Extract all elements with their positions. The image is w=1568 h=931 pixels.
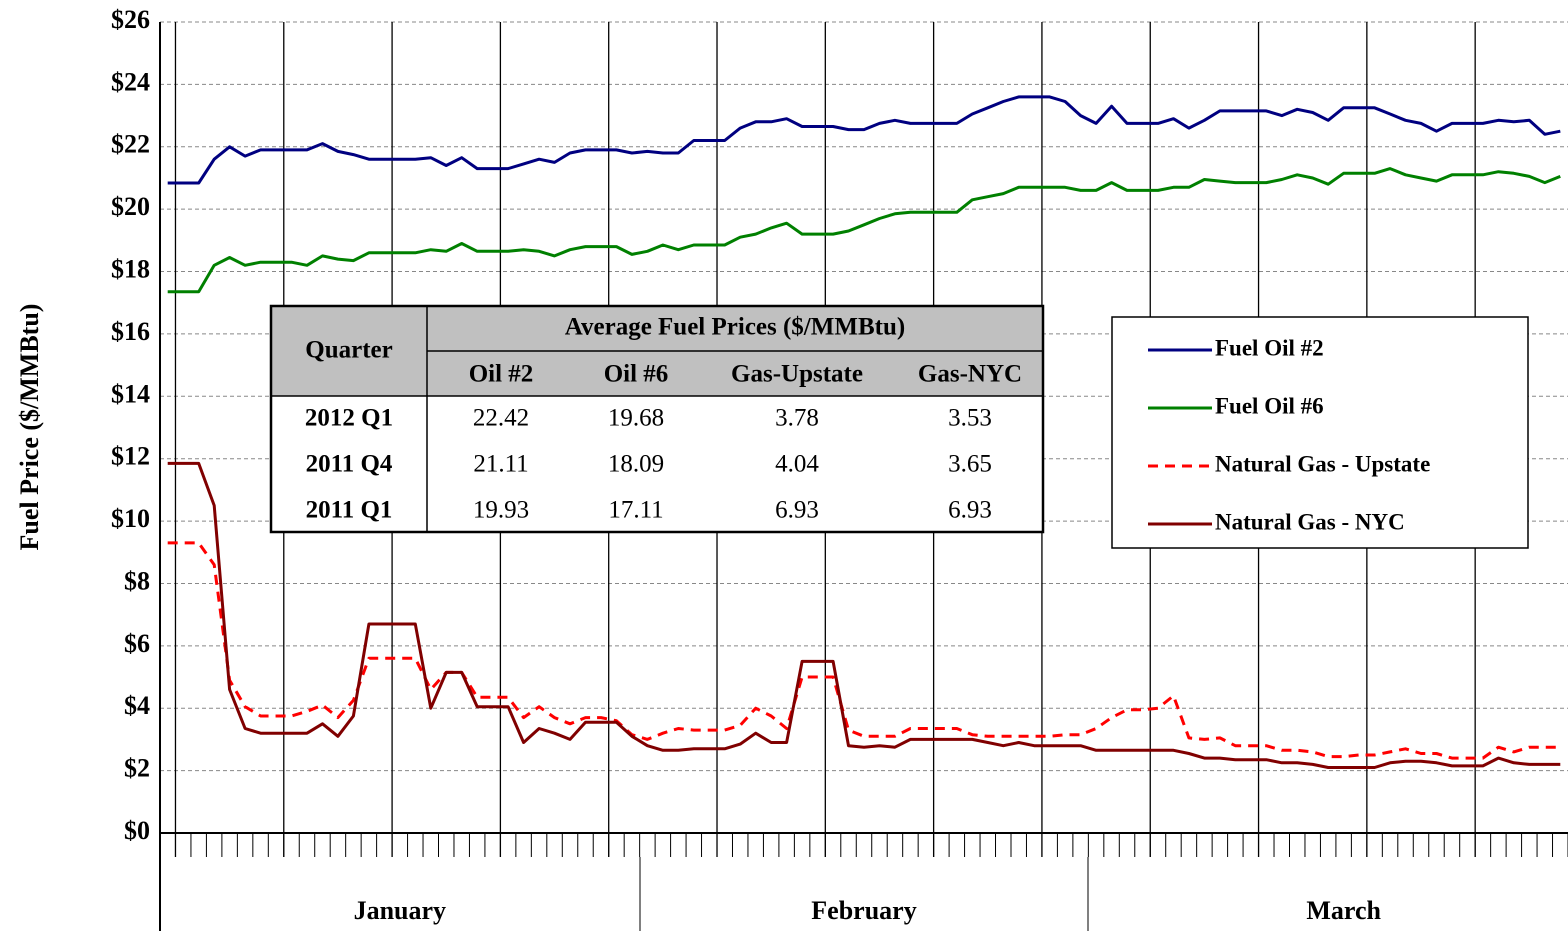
plot: [167, 95, 1561, 769]
legend-box: [1111, 316, 1529, 549]
legend-label: Fuel Oil #6: [1215, 393, 1324, 418]
y-tick-label: $4: [124, 691, 150, 720]
series-line: [167, 541, 1561, 760]
table-cell: 6.93: [948, 497, 992, 524]
y-tick-label: $20: [111, 192, 150, 221]
legend: Fuel Oil #2 Fuel Oil #6 Natural Gas - Upst…: [1111, 316, 1529, 549]
y-tick-label: $0: [124, 816, 150, 845]
table-cell: 3.65: [948, 451, 992, 478]
x-tick-label: February: [811, 896, 916, 925]
y-tick-label: $22: [111, 130, 150, 159]
series-line: [167, 95, 1561, 185]
table-column-header: Oil #6: [604, 361, 669, 388]
table-group-header: Average Fuel Prices ($/MMBtu): [565, 314, 905, 341]
y-tick-label: $2: [124, 754, 150, 783]
summary-table: Quarter Average Fuel Prices ($/MMBtu) Oil …: [269, 304, 1045, 534]
y-tick-label: $16: [111, 317, 150, 346]
y-tick-label: $8: [124, 566, 150, 595]
table-row-header: 2012 Q1: [305, 405, 393, 432]
y-tick-label: $24: [111, 67, 150, 96]
y-tick-label: $10: [111, 504, 150, 533]
table-cell: 17.11: [608, 497, 663, 524]
table-cell: 21.11: [473, 451, 528, 478]
table-cell: 3.78: [775, 405, 819, 432]
table-border: [269, 304, 1045, 534]
table-cell: 3.53: [948, 405, 992, 432]
y-axis-title: Fuel Price ($/MMBtu): [15, 304, 44, 551]
x-tick-label: January: [354, 896, 446, 925]
table-cell: 4.04: [775, 451, 819, 478]
y-tick-label: $6: [124, 629, 150, 658]
table-row-header: 2011 Q4: [306, 451, 393, 478]
y-tick-label: $18: [111, 255, 150, 284]
y-tick-label: $26: [111, 5, 150, 34]
table-row-header: 2011 Q1: [306, 497, 393, 524]
legend-label: Natural Gas - NYC: [1215, 509, 1405, 534]
table-column-header: Oil #2: [469, 361, 534, 388]
table-cell: 19.68: [608, 405, 664, 432]
legend-label: Natural Gas - Upstate: [1215, 451, 1430, 476]
table-header: Quarter: [305, 337, 392, 364]
table-cell: 19.93: [473, 497, 529, 524]
table-cell: 6.93: [775, 497, 819, 524]
y-tick-label: $14: [111, 379, 150, 408]
series-line: [167, 167, 1561, 294]
table-cell: 18.09: [608, 451, 664, 478]
legend-label: Fuel Oil #2: [1215, 335, 1324, 360]
table-cell: 22.42: [473, 405, 529, 432]
series-line: [167, 461, 1561, 769]
table-column-header: Gas-NYC: [918, 361, 1022, 388]
table-column-header: Gas-Upstate: [731, 361, 863, 388]
x-tick-label: March: [1306, 896, 1381, 925]
y-tick-label: $12: [111, 442, 150, 471]
